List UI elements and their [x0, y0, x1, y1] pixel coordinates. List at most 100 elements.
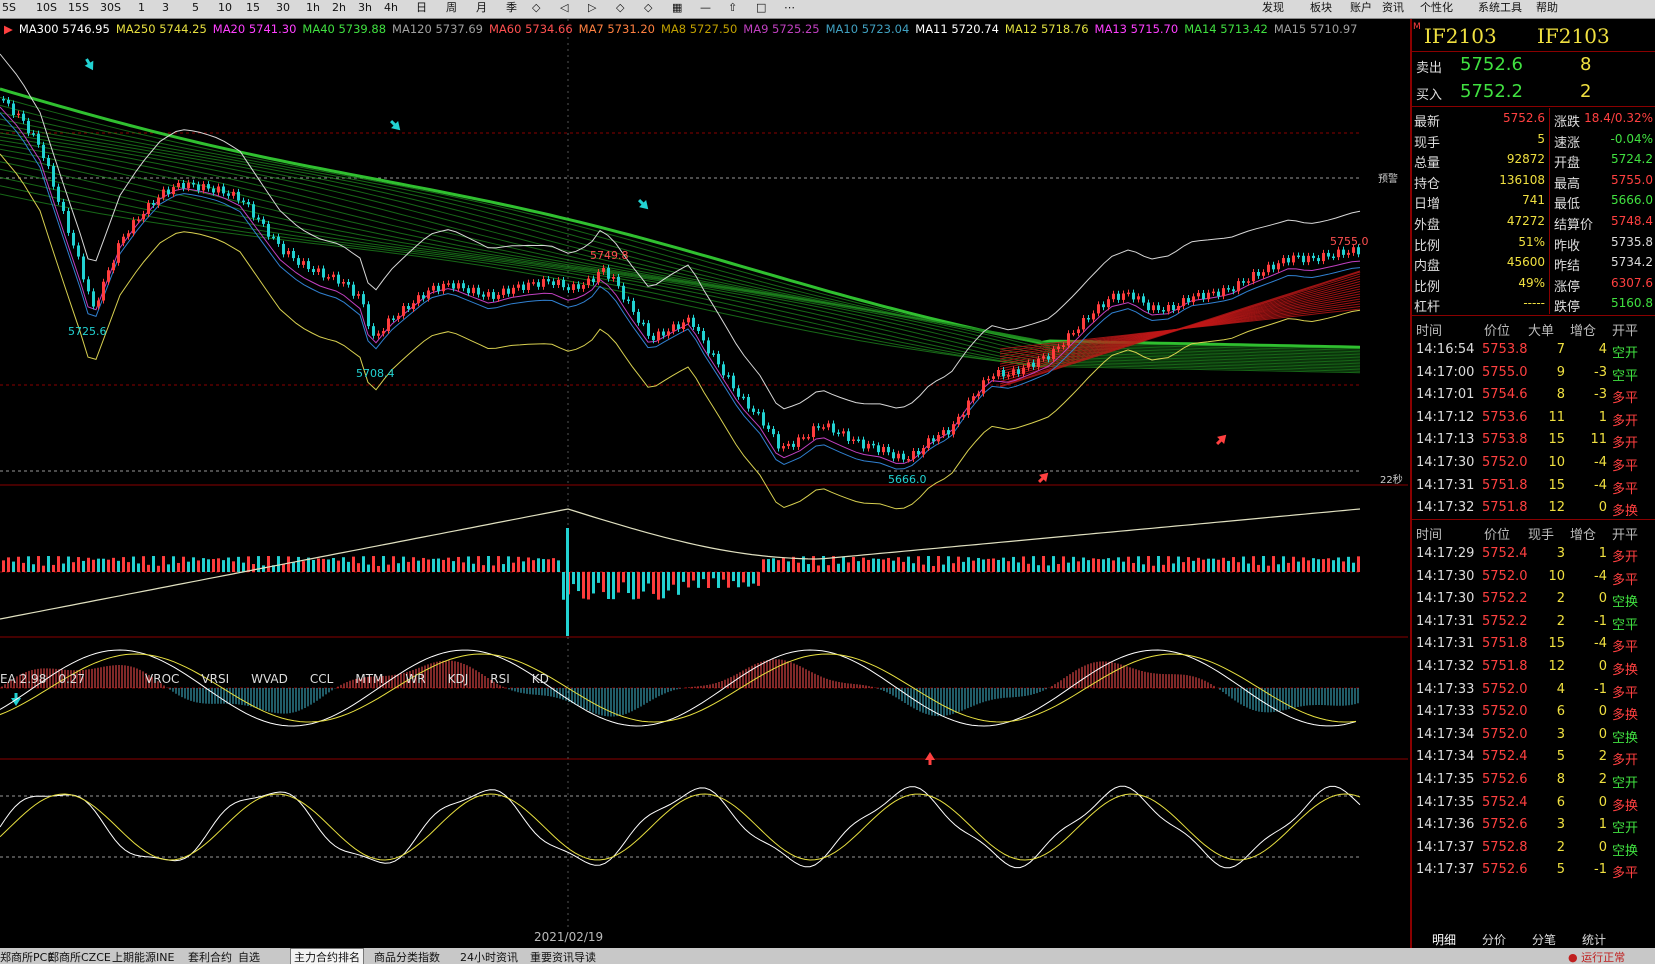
list-item[interactable]: 14:17:30 5752.0 10 -4 多平	[1412, 566, 1655, 590]
toolbar-icon[interactable]: ▷	[588, 1, 597, 14]
list-item[interactable]: 14:17:35 5752.4 6 0 多换	[1412, 792, 1655, 816]
indicator-tab-vroc[interactable]: VROC	[145, 672, 180, 686]
detail-tab-1[interactable]: 分价	[1482, 933, 1507, 947]
period-9[interactable]: 30	[276, 1, 290, 14]
period-10[interactable]: 1h	[306, 1, 320, 14]
menu-item-6[interactable]: 帮助	[1536, 1, 1558, 14]
list-item[interactable]: 14:17:30 5752.0 10 -4 多平	[1412, 452, 1655, 476]
period-5[interactable]: 3	[162, 1, 169, 14]
list-item[interactable]: 14:17:33 5752.0 6 0 多换	[1412, 701, 1655, 725]
bottom-tab-4[interactable]: 自选	[238, 951, 260, 964]
detail-tab-3[interactable]: 统计	[1582, 933, 1607, 947]
list-item[interactable]: 14:17:33 5752.0 4 -1 多平	[1412, 679, 1655, 703]
period-7[interactable]: 10	[218, 1, 232, 14]
candle-body	[1107, 299, 1110, 308]
time-cell: 14:17:35	[1416, 772, 1475, 787]
price-cell: 5752.8	[1482, 839, 1528, 855]
menu-item-5[interactable]: 系统工具	[1478, 1, 1522, 14]
upper-band	[0, 53, 1361, 410]
toolbar-icon[interactable]: —	[700, 1, 711, 14]
stat-value: 5755.0	[1611, 172, 1653, 187]
indicator-tab-vrsi[interactable]: VRSI	[201, 672, 230, 686]
period-12[interactable]: 3h	[358, 1, 372, 14]
period-14[interactable]: 日	[416, 1, 427, 14]
period-2[interactable]: 15S	[68, 1, 89, 14]
stat-value: 5160.8	[1611, 296, 1653, 311]
candle-body	[917, 451, 920, 455]
candle-body	[107, 270, 110, 282]
period-11[interactable]: 2h	[332, 1, 346, 14]
detail-tab-2[interactable]: 分笔	[1532, 933, 1557, 947]
period-6[interactable]: 5	[192, 1, 199, 14]
contract-code-left[interactable]: IF2103	[1424, 24, 1497, 48]
menu-item-0[interactable]: 发现	[1262, 1, 1284, 14]
ma-line	[0, 139, 1361, 362]
bottom-tab-8[interactable]: 重要资讯导读	[530, 951, 596, 964]
type-cell: 空换	[1612, 843, 1639, 859]
period-0[interactable]: 5S	[2, 1, 16, 14]
period-16[interactable]: 月	[476, 1, 487, 14]
menu-item-1[interactable]: 板块	[1310, 1, 1332, 14]
toolbar-icon[interactable]: ◇	[644, 1, 653, 14]
list-item[interactable]: 14:17:30 5752.2 2 0 空换	[1412, 588, 1655, 612]
list-item[interactable]: 14:17:01 5754.6 8 -3 多平	[1412, 384, 1655, 408]
bottom-tab-0[interactable]: 郑商所PCE	[0, 951, 55, 964]
detail-tab-0[interactable]: 明细	[1432, 933, 1457, 947]
bottom-tab-2[interactable]: 上期能源INE	[112, 951, 175, 964]
list-item[interactable]: 14:17:35 5752.6 8 2 空开	[1412, 769, 1655, 793]
candle-body	[877, 445, 880, 453]
candle-body	[72, 232, 75, 246]
candle-body	[1347, 252, 1350, 255]
bottom-tab-6[interactable]: 商品分类指数	[374, 951, 440, 964]
period-8[interactable]: 15	[246, 1, 260, 14]
menu-item-3[interactable]: 资讯	[1382, 1, 1404, 14]
candle-body	[1177, 305, 1180, 311]
column-header: 时间	[1416, 324, 1443, 339]
toolbar-icon[interactable]: ▦	[672, 1, 683, 14]
list-item[interactable]: 14:17:32 5751.8 12 0 多换	[1412, 656, 1655, 680]
list-item[interactable]: 14:17:32 5751.8 12 0 多换	[1412, 497, 1655, 521]
list-item[interactable]: 14:17:31 5751.8 15 -4 多平	[1412, 475, 1655, 499]
period-17[interactable]: 季	[506, 1, 517, 14]
bottom-tab-1[interactable]: 郑商所CZCE	[48, 951, 111, 964]
toolbar-icon[interactable]: ◇	[616, 1, 625, 14]
list-item[interactable]: 14:17:12 5753.6 11 1 多开	[1412, 407, 1655, 431]
period-15[interactable]: 周	[446, 1, 457, 14]
bottom-tab-5[interactable]: 主力合约排名	[290, 948, 364, 964]
list-item[interactable]: 14:17:36 5752.6 3 1 空开	[1412, 814, 1655, 838]
toolbar-icon[interactable]: □	[756, 1, 767, 14]
list-item[interactable]: 14:17:00 5755.0 9 -3 空平	[1412, 362, 1655, 386]
kline-chart[interactable]: 5725.6 5708.4 5749.8 5666.0 5755.0 预警 22秒	[0, 19, 1408, 937]
list-item[interactable]: 14:17:29 5752.4 3 1 多开	[1412, 543, 1655, 567]
menu-item-4[interactable]: 个性化	[1420, 1, 1453, 14]
toolbar-icon[interactable]: ◁	[560, 1, 569, 14]
list-item[interactable]: 14:16:54 5753.8 7 4 空开	[1412, 339, 1655, 363]
stat-label: 日增	[1414, 197, 1441, 213]
bottom-tab-7[interactable]: 24小时资讯	[460, 951, 518, 964]
list-item[interactable]: 14:17:13 5753.8 15 11 多开	[1412, 429, 1655, 453]
list-item[interactable]: 14:17:37 5752.8 2 0 空换	[1412, 837, 1655, 861]
indicator-tab-wr[interactable]: WR	[405, 672, 426, 686]
bottom-tab-3[interactable]: 套利合约	[188, 951, 232, 964]
indicator-tab-kd[interactable]: KD	[531, 672, 549, 686]
period-13[interactable]: 4h	[384, 1, 398, 14]
toolbar-icon[interactable]: ⋯	[784, 1, 795, 14]
list-item[interactable]: 14:17:37 5752.6 5 -1 多平	[1412, 859, 1655, 883]
indicator-tab-kdj[interactable]: KDJ	[447, 672, 469, 686]
candle-body	[1342, 249, 1345, 255]
menu-item-2[interactable]: 账户	[1350, 1, 1372, 14]
period-3[interactable]: 30S	[100, 1, 121, 14]
indicator-tab-ccl[interactable]: CCL	[309, 672, 334, 686]
list-item[interactable]: 14:17:34 5752.4 5 2 多开	[1412, 746, 1655, 770]
toolbar-icon[interactable]: ◇	[532, 1, 541, 14]
toolbar-icon[interactable]: ⇧	[728, 1, 738, 14]
period-4[interactable]: 1	[138, 1, 145, 14]
indicator-tab-rsi[interactable]: RSI	[490, 672, 510, 686]
ma-line	[0, 128, 1361, 357]
list-item[interactable]: 14:17:34 5752.0 3 0 空换	[1412, 724, 1655, 748]
indicator-tab-wvad[interactable]: WVAD	[251, 672, 288, 686]
list-item[interactable]: 14:17:31 5752.2 2 -1 空平	[1412, 611, 1655, 635]
period-1[interactable]: 10S	[36, 1, 57, 14]
list-item[interactable]: 14:17:31 5751.8 15 -4 多平	[1412, 633, 1655, 657]
indicator-tab-mtm[interactable]: MTM	[355, 672, 384, 686]
